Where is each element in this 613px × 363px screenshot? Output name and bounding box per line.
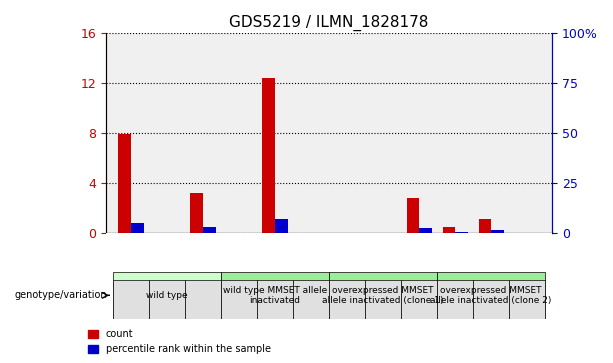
FancyBboxPatch shape: [473, 280, 509, 319]
FancyBboxPatch shape: [257, 280, 293, 319]
Text: genotype/variation: genotype/variation: [15, 290, 107, 300]
FancyBboxPatch shape: [437, 272, 545, 319]
Bar: [131, 223, 143, 233]
Title: GDS5219 / ILMN_1828178: GDS5219 / ILMN_1828178: [229, 15, 428, 31]
Bar: [275, 219, 287, 233]
Text: overexpressed MMSET
allele inactivated (clone 2): overexpressed MMSET allele inactivated (…: [430, 286, 552, 305]
Bar: [443, 227, 455, 233]
Bar: [262, 78, 275, 233]
Bar: [491, 230, 504, 233]
Bar: [203, 227, 216, 233]
FancyBboxPatch shape: [149, 280, 185, 319]
Text: wild type MMSET allele
inactivated: wild type MMSET allele inactivated: [223, 286, 327, 305]
FancyBboxPatch shape: [365, 280, 401, 319]
FancyBboxPatch shape: [221, 280, 257, 319]
Text: wild type: wild type: [146, 291, 188, 300]
Legend: count, percentile rank within the sample: count, percentile rank within the sample: [85, 326, 275, 358]
FancyBboxPatch shape: [113, 272, 221, 319]
Bar: [479, 219, 491, 233]
FancyBboxPatch shape: [185, 280, 221, 319]
Bar: [118, 134, 131, 233]
Text: overexpressed MMSET
allele inactivated (clone 1): overexpressed MMSET allele inactivated (…: [322, 286, 444, 305]
Bar: [191, 193, 203, 233]
FancyBboxPatch shape: [113, 280, 149, 319]
FancyBboxPatch shape: [329, 272, 437, 319]
Bar: [419, 228, 432, 233]
FancyBboxPatch shape: [293, 280, 329, 319]
FancyBboxPatch shape: [509, 280, 545, 319]
FancyBboxPatch shape: [329, 280, 365, 319]
Bar: [455, 232, 468, 233]
FancyBboxPatch shape: [437, 280, 473, 319]
Bar: [406, 198, 419, 233]
FancyBboxPatch shape: [401, 280, 437, 319]
FancyBboxPatch shape: [221, 272, 329, 319]
